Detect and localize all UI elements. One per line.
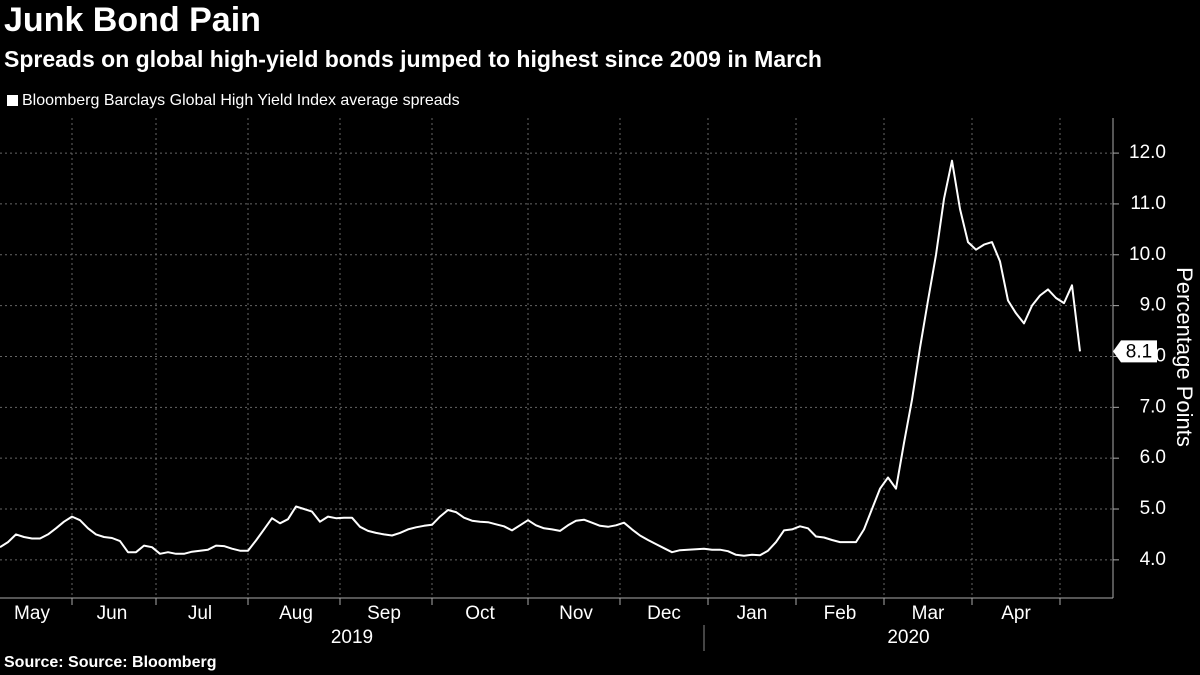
- y-tick-label: 5.0: [1140, 498, 1166, 519]
- y-tick-label: 12.0: [1129, 142, 1166, 163]
- x-tick-label: Nov: [559, 603, 593, 624]
- x-tick-label: Mar: [912, 603, 945, 624]
- x-tick-label: Sep: [367, 603, 401, 624]
- x-tick-label: Jul: [188, 603, 212, 624]
- x-tick-label: Dec: [647, 603, 681, 624]
- source: Source: Source: Bloomberg: [4, 654, 216, 671]
- x-tick-label: Apr: [1001, 603, 1031, 624]
- x-group-label: 2019: [331, 627, 373, 648]
- y-tick-label: 11.0: [1130, 193, 1166, 214]
- x-tick-label: May: [14, 603, 50, 624]
- x-tick-label: Jun: [97, 603, 128, 624]
- y-tick-label: 4.0: [1140, 549, 1166, 570]
- chart-title: Junk Bond Pain: [4, 1, 261, 39]
- x-tick-label: Aug: [279, 603, 313, 624]
- x-group-label: 2020: [887, 627, 929, 648]
- series-line: [0, 159, 1081, 557]
- last-value-label: 8.1: [1126, 341, 1152, 362]
- chart-subtitle: Spreads on global high-yield bonds jumpe…: [4, 46, 822, 72]
- y-tick-label: 6.0: [1140, 447, 1166, 468]
- x-tick-label: Jan: [737, 603, 768, 624]
- legend-label: Bloomberg Barclays Global High Yield Ind…: [22, 92, 460, 109]
- y-tick-label: 10.0: [1129, 244, 1166, 265]
- x-tick-label: Oct: [465, 603, 495, 624]
- x-tick-label: Feb: [824, 603, 857, 624]
- y-tick-label: 9.0: [1140, 295, 1166, 316]
- y-axis-label: Percentage Points: [1172, 267, 1197, 447]
- legend-swatch: [7, 95, 18, 106]
- last-value-callout: [1113, 340, 1157, 363]
- y-tick-label: 7.0: [1140, 396, 1166, 417]
